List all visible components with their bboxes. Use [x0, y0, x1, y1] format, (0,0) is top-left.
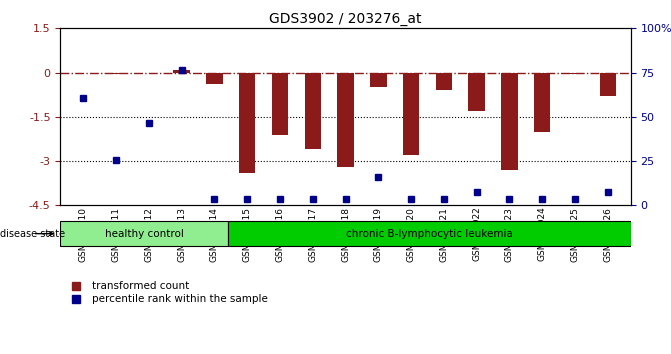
Bar [206, 73, 223, 84]
Bar [591, 28, 624, 205]
Bar [165, 28, 198, 205]
Bar [67, 28, 100, 205]
Bar [435, 73, 452, 90]
Bar [272, 73, 289, 135]
Text: disease state: disease state [0, 229, 65, 239]
Bar [108, 73, 124, 74]
Bar [264, 28, 297, 205]
Bar [493, 28, 526, 205]
Title: GDS3902 / 203276_at: GDS3902 / 203276_at [269, 12, 422, 26]
Bar [427, 28, 460, 205]
FancyBboxPatch shape [228, 221, 631, 246]
Bar [501, 73, 517, 170]
Bar [534, 73, 550, 132]
Bar [600, 73, 616, 96]
Bar [338, 73, 354, 167]
Bar [559, 28, 591, 205]
Bar [468, 73, 485, 111]
Bar [174, 70, 190, 73]
Bar [362, 28, 395, 205]
Bar [198, 28, 231, 205]
Text: healthy control: healthy control [105, 229, 184, 239]
Bar [305, 73, 321, 149]
Bar [403, 73, 419, 155]
Bar [132, 28, 165, 205]
Bar [460, 28, 493, 205]
Bar [526, 28, 559, 205]
Bar [297, 28, 329, 205]
FancyBboxPatch shape [60, 221, 228, 246]
Bar [370, 73, 386, 87]
Bar [329, 28, 362, 205]
Legend: transformed count, percentile rank within the sample: transformed count, percentile rank withi… [66, 281, 268, 304]
Bar [100, 28, 132, 205]
Bar [567, 73, 583, 74]
Bar [239, 73, 256, 173]
Bar [395, 28, 427, 205]
Bar [231, 28, 264, 205]
Text: chronic B-lymphocytic leukemia: chronic B-lymphocytic leukemia [346, 229, 513, 239]
